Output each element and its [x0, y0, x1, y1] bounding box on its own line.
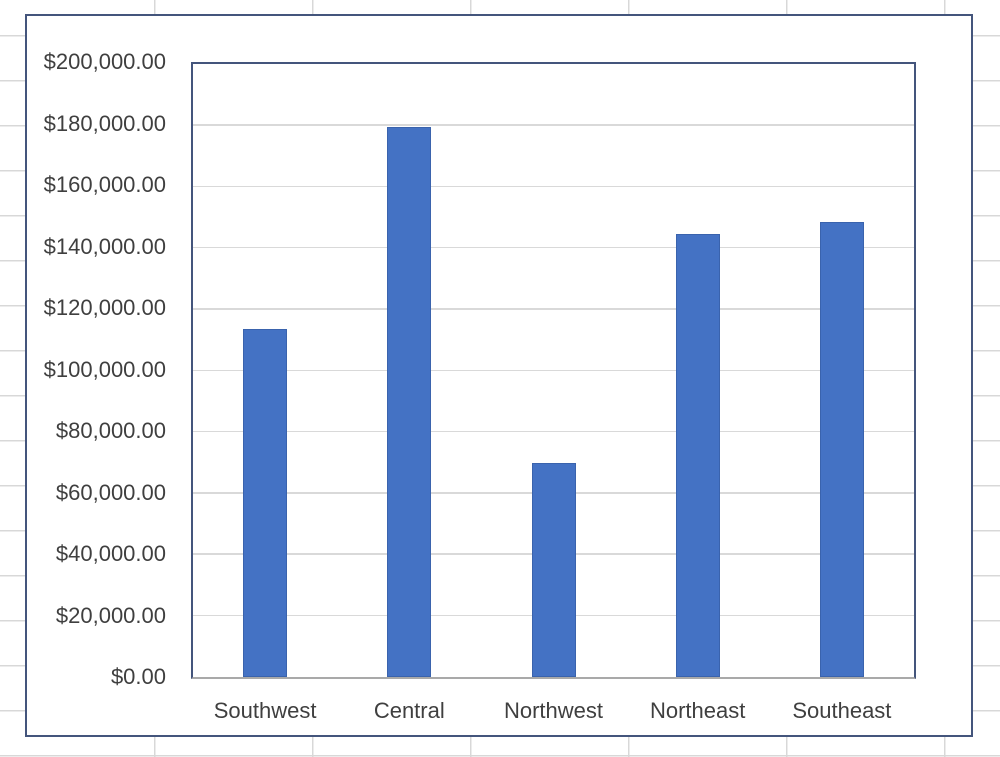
y-axis-tick-label: $120,000.00: [43, 295, 166, 320]
y-axis-tick-label: $40,000.00: [55, 541, 166, 566]
bar-northwest[interactable]: [531, 463, 576, 677]
x-axis-category-label: Central: [373, 698, 445, 723]
y-axis-tick-label: $60,000.00: [55, 479, 166, 505]
bar-central[interactable]: [387, 127, 432, 677]
y-axis-tick-label: $140,000.00: [43, 233, 166, 259]
gridline: [193, 430, 914, 433]
x-axis-category-label: Northeast: [649, 698, 746, 723]
y-axis-tick-label: $80,000.00: [55, 418, 166, 443]
x-axis-category-label: Northwest: [503, 698, 604, 723]
x-axis-category-label: Southwest: [213, 698, 317, 723]
bar-southwest[interactable]: [243, 329, 288, 677]
gridline: [193, 246, 914, 249]
gridline: [193, 369, 914, 371]
y-axis-tick-label: $100,000.00: [43, 356, 166, 382]
y-axis-tick-label: $200,000.00: [43, 49, 166, 74]
y-axis-tick-label: $20,000.00: [55, 602, 166, 628]
plot-area[interactable]: [191, 62, 916, 679]
bar-northeast[interactable]: [675, 234, 720, 677]
y-axis-tick-label: $0.00: [110, 664, 166, 689]
gridline: [193, 124, 914, 126]
y-axis-tick-label: $160,000.00: [43, 172, 166, 197]
gridline: [193, 308, 914, 310]
gridline: [193, 185, 914, 188]
y-axis-tick-label: $180,000.00: [43, 110, 166, 136]
x-axis-category-label: Southeast: [792, 698, 892, 723]
bar-southeast[interactable]: [819, 222, 864, 677]
chart-object[interactable]: $200,000.00 $180,000.00 $160,000.00 $140,00…: [25, 14, 973, 737]
